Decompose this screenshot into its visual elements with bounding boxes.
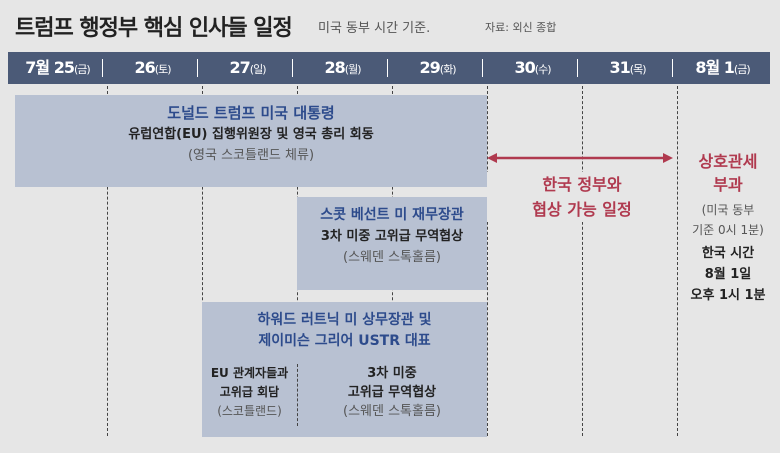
header-separator — [197, 59, 198, 77]
event-what: 고위급 무역협상 — [347, 385, 437, 400]
day-header: 30(수) — [485, 52, 580, 84]
source: 자료: 외신 종합 — [485, 21, 557, 34]
bessent-event: 스콧 베선트 미 재무장관 3차 미중 고위급 무역협상 (스웨덴 스톡홀름) — [297, 197, 487, 290]
negotiation-text: 한국 정부와 — [542, 175, 622, 194]
tariff-kr-time: 한국 시간 — [701, 246, 755, 261]
day-date: 26 — [134, 58, 156, 77]
day-date: 30 — [514, 58, 536, 77]
event-who: 하워드 러트닉 미 상무장관 및 — [257, 312, 432, 328]
tariff-kr-time: 오후 1시 1분 — [690, 288, 766, 303]
day-of-week: (금) — [733, 63, 751, 76]
trump-event: 도널드 트럼프 미국 대통령 유럽연합(EU) 집행위원장 및 영국 총리 회동… — [15, 95, 487, 187]
event-where: (스웨덴 스톡홀름) — [343, 404, 441, 419]
tariff-title: 부과 — [713, 175, 743, 194]
day-header: 31(목) — [580, 52, 675, 84]
page-title: 트럼프 행정부 핵심 인사들 일정 — [15, 16, 293, 41]
negotiation-text: 협상 가능 일정 — [532, 200, 632, 219]
event-what: EU 관계자들과 — [210, 366, 289, 380]
day-divider — [582, 86, 583, 436]
event-what: 고위급 회담 — [219, 385, 280, 399]
day-of-week: (일) — [249, 63, 267, 76]
day-of-week: (화) — [439, 63, 457, 76]
tariff-kr-time: 8월 1일 — [704, 267, 752, 282]
tariff-us-time: 기준 0시 1분) — [692, 223, 764, 237]
day-of-week: (월) — [344, 63, 362, 76]
day-header: 27(일) — [200, 52, 295, 84]
event-what: 유럽연합(EU) 집행위원장 및 영국 총리 회동 — [128, 127, 374, 142]
day-of-week: (수) — [534, 63, 552, 76]
day-date: 29 — [419, 58, 441, 77]
day-of-week: (목) — [629, 63, 647, 76]
header-separator — [577, 59, 578, 77]
tariff-title: 상호관세 — [698, 152, 758, 171]
subtitle: 미국 동부 시간 기준. — [318, 21, 431, 36]
event-what: 3차 미중 — [367, 366, 417, 381]
day-header: 28(월) — [295, 52, 390, 84]
event-where: (영국 스코틀랜드 체류) — [187, 148, 315, 163]
day-date: 7월 25 — [25, 58, 75, 77]
event-who: 제이미슨 그리어 USTR 대표 — [258, 333, 431, 349]
day-divider — [487, 86, 488, 436]
header-separator — [672, 59, 673, 77]
header-separator — [482, 59, 483, 77]
lutnick-event: 하워드 러트닉 미 상무장관 및 제이미슨 그리어 USTR 대표 EU 관계자… — [202, 302, 487, 437]
date-header: 7월 25(금) 26(토) 27(일) 28(월) 29(화) 30(수) 31(목) 8월… — [8, 52, 770, 84]
event-who: 도널드 트럼프 미국 대통령 — [167, 104, 335, 122]
day-header: 26(토) — [105, 52, 200, 84]
event-where: (스웨덴 스톡홀름) — [343, 250, 441, 265]
event-who: 스콧 베선트 미 재무장관 — [320, 207, 464, 223]
event-what: 3차 미중 고위급 무역협상 — [320, 229, 464, 244]
day-date: 8월 1 — [695, 58, 735, 77]
header-separator — [292, 59, 293, 77]
day-header: 8월 1(금) — [675, 52, 770, 84]
day-date: 31 — [609, 58, 631, 77]
event-where: (스코틀랜드) — [217, 404, 282, 418]
double-arrow-icon — [487, 153, 673, 163]
header-separator — [387, 59, 388, 77]
day-header: 7월 25(금) — [10, 52, 105, 84]
day-header: 29(화) — [390, 52, 485, 84]
day-of-week: (금) — [74, 63, 91, 76]
day-of-week: (토) — [154, 63, 172, 76]
day-divider — [677, 86, 678, 436]
header-separator — [102, 59, 103, 77]
tariff-us-time: (미국 동부 — [701, 203, 755, 217]
tariff-info: 상호관세 부과 (미국 동부 기준 0시 1분) 한국 시간 8월 1일 오후 … — [678, 150, 778, 306]
day-divider — [202, 86, 203, 436]
negotiation-window: 한국 정부와 협상 가능 일정 — [487, 172, 677, 222]
day-divider — [107, 86, 108, 436]
day-date: 28 — [324, 58, 346, 77]
day-date: 27 — [229, 58, 251, 77]
